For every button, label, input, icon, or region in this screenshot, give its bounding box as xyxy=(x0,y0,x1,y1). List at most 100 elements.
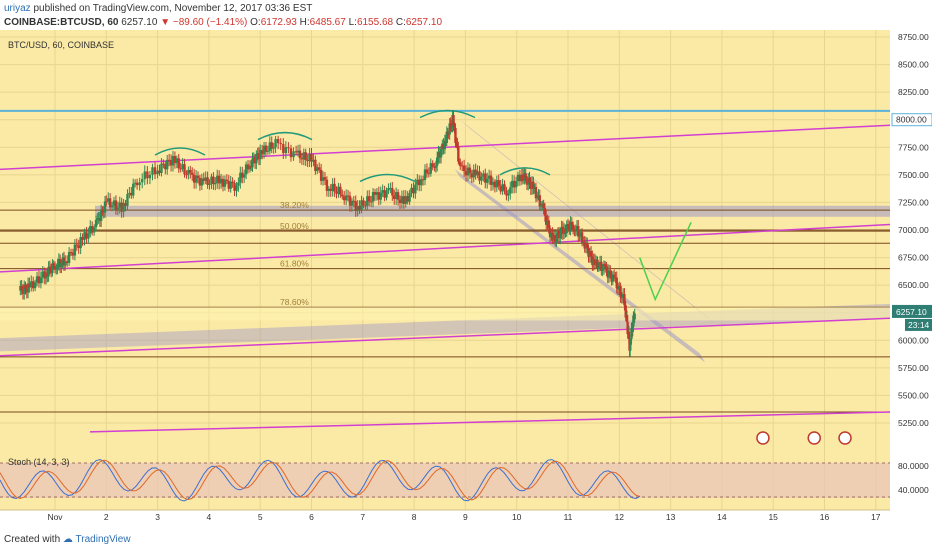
candle-body xyxy=(593,259,597,266)
candle-body xyxy=(383,190,386,198)
published-text: published on TradingView.com, November 1… xyxy=(33,3,313,14)
candle-body xyxy=(312,159,315,162)
us-flag-icon xyxy=(756,431,770,445)
candle-body xyxy=(241,172,244,178)
trend-line-mid xyxy=(0,223,891,273)
price-tick-label: 8250.00 xyxy=(898,87,929,97)
candle-body xyxy=(387,188,390,191)
candle-body xyxy=(189,169,192,173)
us-flag-icon xyxy=(838,431,852,445)
candle-body xyxy=(555,237,558,243)
candle-body xyxy=(550,232,553,238)
candle-body xyxy=(56,264,59,269)
candle-body xyxy=(128,192,131,195)
candle-body xyxy=(631,326,634,333)
candle-body xyxy=(35,276,39,283)
candle-body xyxy=(122,203,125,212)
candle-body xyxy=(629,344,632,351)
candle-body xyxy=(335,191,338,194)
candle-body xyxy=(148,174,152,179)
candle-body xyxy=(87,233,90,239)
candle-body xyxy=(262,145,266,155)
created-with-text: Created with xyxy=(4,534,61,545)
shoulder-arc-3 xyxy=(359,173,416,183)
candle-body xyxy=(565,224,568,234)
candle-body xyxy=(284,147,288,154)
candle-body xyxy=(133,182,137,184)
price-tick-label: 7000.00 xyxy=(898,225,929,235)
candle-body xyxy=(446,131,449,135)
candle-body xyxy=(425,169,429,174)
candle-body xyxy=(77,245,80,249)
candle-body xyxy=(464,171,468,176)
price-tick-label: 5750.00 xyxy=(898,363,929,373)
candle-body xyxy=(153,167,157,175)
candle-body xyxy=(116,207,120,210)
candle-body xyxy=(389,187,392,189)
channel-band-top xyxy=(460,119,715,324)
resistance-price-tag-label: 8000.00 xyxy=(896,115,927,125)
candle-body xyxy=(520,174,524,182)
candle-body xyxy=(210,176,213,184)
candle-body xyxy=(544,215,548,225)
low-value: 6155.68 xyxy=(356,17,394,28)
candle-body xyxy=(346,195,350,197)
candle-body xyxy=(30,281,33,288)
candle-body xyxy=(49,269,53,274)
candle-body xyxy=(348,195,352,206)
price-chart[interactable]: 38.20%50.00%61.80%78.60%8750.008500.0082… xyxy=(0,0,932,530)
candle-body xyxy=(433,167,436,169)
candle-body xyxy=(556,230,559,238)
ohlc-info: COINBASE:BTCUSD, 60 6257.10 ▼ −89.60 (−1… xyxy=(4,17,442,28)
candle-body xyxy=(393,195,396,200)
author-link[interactable]: uriyaz xyxy=(4,3,31,14)
candle-body xyxy=(486,178,489,183)
candle-body xyxy=(575,226,579,230)
time-tick-label: 3 xyxy=(155,512,160,522)
candle-body xyxy=(192,174,196,183)
candle-body xyxy=(166,159,169,170)
time-tick-label: 17 xyxy=(871,512,881,522)
candle-body xyxy=(408,192,411,202)
candle-body xyxy=(266,150,270,152)
candle-body xyxy=(162,163,165,165)
candle-body xyxy=(454,128,457,143)
candle-body xyxy=(255,154,258,164)
candle-body xyxy=(623,294,626,306)
candle-body xyxy=(584,242,588,249)
candle-body xyxy=(614,277,617,279)
candle-body xyxy=(578,235,581,237)
candle-body xyxy=(219,178,223,184)
candle-body xyxy=(586,242,589,249)
candle-body xyxy=(577,226,580,237)
candle-body xyxy=(126,194,129,206)
stoch-label: Stoch (14, 3, 3) xyxy=(8,457,70,467)
candle-body xyxy=(81,237,84,240)
candle-body xyxy=(458,161,461,163)
candle-body xyxy=(260,150,264,155)
candle-body xyxy=(603,263,607,267)
candle-body xyxy=(406,196,409,202)
candle-body xyxy=(595,259,598,266)
candle-body xyxy=(253,157,257,164)
candle-body xyxy=(135,182,139,186)
candle-body xyxy=(97,217,100,219)
candle-body xyxy=(375,192,379,195)
candle-body xyxy=(600,261,603,271)
candle-body xyxy=(256,153,259,155)
candle-body xyxy=(60,263,63,268)
candle-body xyxy=(26,283,30,293)
candle-body xyxy=(24,284,27,289)
candle-body xyxy=(231,181,234,184)
candle-body xyxy=(462,165,466,172)
candle-body xyxy=(344,195,348,201)
candle-body xyxy=(94,219,98,228)
candle-body xyxy=(282,144,285,154)
tradingview-logo-icon[interactable]: ☁ xyxy=(62,534,73,545)
candle-body xyxy=(484,173,487,183)
candle-body xyxy=(524,173,527,179)
brand-name[interactable]: TradingView xyxy=(75,534,131,545)
price-tick-label: 7250.00 xyxy=(898,197,929,207)
candle-body xyxy=(214,182,217,185)
candle-body xyxy=(373,192,377,195)
